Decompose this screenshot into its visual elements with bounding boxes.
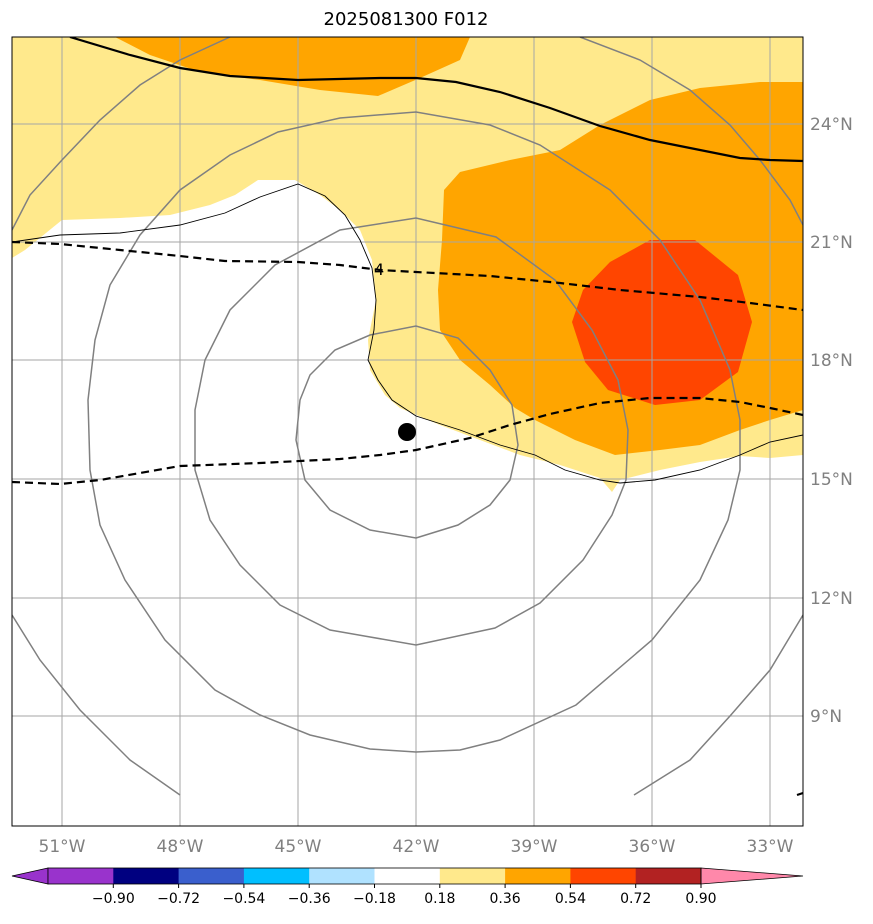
contour-label: 4 — [374, 260, 384, 279]
colorbar-segment — [178, 868, 245, 884]
colorbar-tick-label: −0.54 — [222, 891, 265, 907]
map-area: 4 — [12, 37, 803, 826]
ring-4b — [633, 614, 803, 796]
colorbar-segment — [570, 868, 637, 884]
colorbar-tick-label: −0.72 — [157, 891, 200, 907]
colorbar-segment — [635, 868, 702, 884]
thick-contour-stub — [796, 791, 803, 797]
lat-labels: 24°N 21°N 18°N 15°N 12°N 9°N — [810, 115, 853, 727]
gridlines — [12, 37, 803, 826]
distance-rings — [12, 37, 803, 796]
fill-red-orange — [572, 240, 752, 405]
colorbar-tick-label: 0.72 — [620, 891, 651, 907]
lon-label: 48°W — [157, 837, 204, 857]
colorbar-extend-high — [700, 867, 804, 885]
lat-label: 24°N — [810, 115, 853, 135]
colorbar: −0.90 −0.72 −0.54 −0.36 −0.18 0.18 0.36 0.54 0.7… — [11, 867, 804, 907]
thick-contour — [69, 37, 803, 163]
lon-label: 33°W — [747, 837, 794, 857]
colorbar-tick-label: 0.18 — [424, 891, 455, 907]
lon-labels: 51°W 48°W 45°W 42°W 39°W 36°W 33°W — [39, 837, 794, 857]
lon-label: 51°W — [39, 837, 86, 857]
dashed-contour-upper — [12, 240, 803, 312]
colorbar-tick-label: 0.36 — [490, 891, 521, 907]
colorbar-tick-label: 0.90 — [685, 891, 716, 907]
lat-label: 15°N — [810, 470, 853, 490]
lat-label: 18°N — [810, 351, 853, 371]
colorbar-segment — [439, 868, 506, 884]
colorbar-segment — [48, 868, 114, 884]
ring-1 — [295, 325, 519, 539]
ring-4 — [12, 614, 181, 796]
colorbar-tick-label: −0.90 — [92, 891, 135, 907]
colorbar-tick-label: 0.54 — [555, 891, 586, 907]
lon-label: 45°W — [275, 837, 322, 857]
colorbar-extend-low — [11, 867, 49, 885]
map-frame — [11, 36, 804, 827]
fill-orange-top — [115, 37, 470, 96]
lon-label: 39°W — [511, 837, 558, 857]
ring-2 — [194, 217, 629, 646]
lat-label: 21°N — [810, 233, 853, 253]
dashed-contour-lower — [12, 396, 803, 486]
lat-label: 9°N — [810, 707, 842, 727]
ring-4c — [12, 37, 231, 231]
colorbar-tick-label: −0.18 — [353, 891, 396, 907]
lon-label: 36°W — [629, 837, 676, 857]
map-title: 2025081300 F012 — [323, 9, 489, 30]
colorbar-segment — [374, 868, 441, 884]
storm-center-marker — [398, 423, 416, 441]
ring-3 — [87, 111, 741, 753]
lat-label: 12°N — [810, 589, 853, 609]
colorbar-tick-label: −0.36 — [288, 891, 331, 907]
colorbar-segment — [309, 868, 375, 884]
ring-4d — [579, 37, 803, 226]
colorbar-segment — [113, 868, 180, 884]
colorbar-segment — [243, 868, 310, 884]
thin-contour — [12, 183, 803, 484]
lon-label: 42°W — [393, 837, 440, 857]
dashed-contours — [12, 240, 803, 486]
colorbar-segment — [505, 868, 571, 884]
